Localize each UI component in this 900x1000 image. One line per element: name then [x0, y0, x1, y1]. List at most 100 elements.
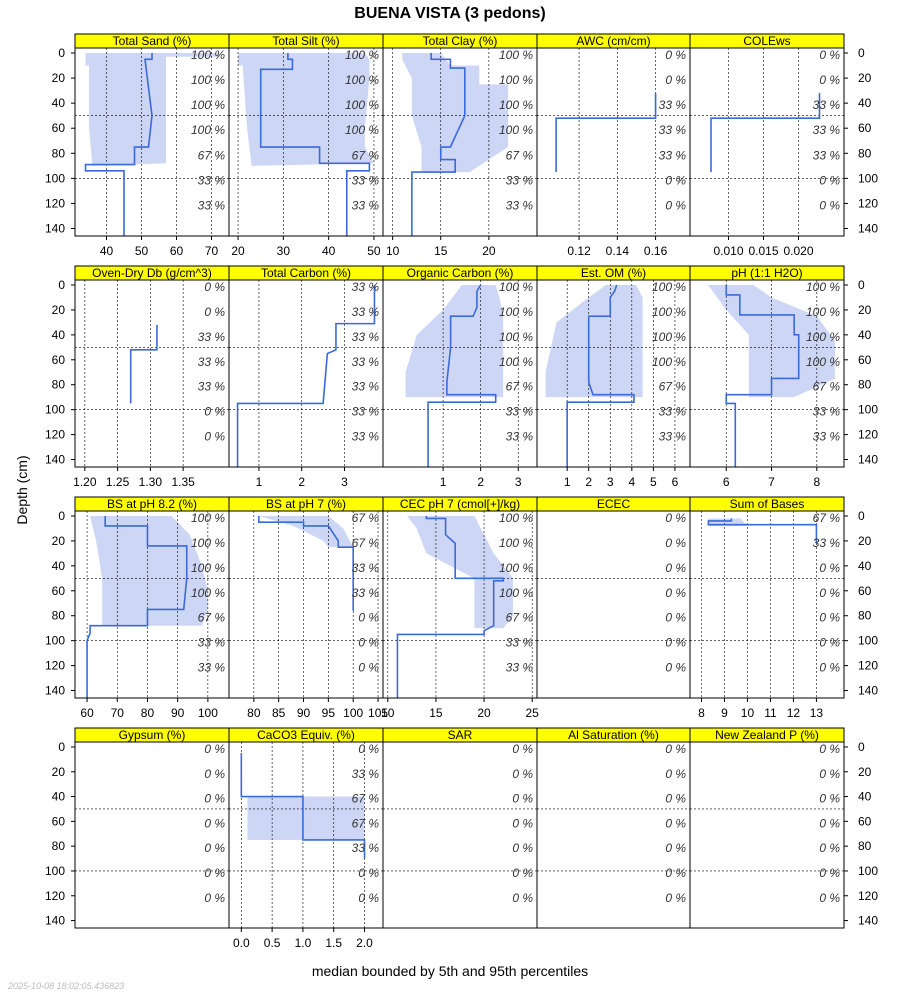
median-line [411, 53, 466, 236]
percent-label: 0 % [204, 742, 225, 756]
percent-label: 0 % [819, 198, 840, 212]
percent-label: 0 % [665, 173, 686, 187]
y-tick-label: 120 [858, 659, 878, 673]
x-tick-label: 5 [650, 475, 657, 489]
percentile-band [405, 284, 504, 398]
percent-label: 0 % [819, 767, 840, 781]
x-tick-label: 15 [434, 244, 448, 258]
y-tick-label: 0 [858, 740, 865, 754]
x-tick-label: 1.20 [73, 475, 97, 489]
percent-label: 0 % [819, 611, 840, 625]
median-line [566, 284, 635, 467]
percent-label: 100 % [191, 511, 225, 525]
y-tick-label: 20 [52, 765, 66, 779]
x-tick-label: 2.0 [356, 936, 373, 950]
percent-label: 33 % [198, 198, 226, 212]
percent-label: 0 % [665, 48, 686, 62]
y-tick-label: 80 [858, 609, 872, 623]
percent-label: 0 % [819, 661, 840, 675]
x-tick-label: 12 [787, 706, 801, 720]
y-tick-label: 140 [858, 914, 878, 928]
panel-title: Gypsum (%) [119, 728, 186, 742]
y-tick-label: 100 [45, 864, 65, 878]
x-tick-label: 3 [341, 475, 348, 489]
x-tick-label: 50 [367, 244, 381, 258]
x-tick-label: 1 [256, 475, 263, 489]
y-tick-label: 140 [45, 453, 65, 467]
x-tick-label: 70 [111, 706, 125, 720]
percent-label: 100 % [499, 355, 533, 369]
panel-oven-dry-db-g-cm-3: Oven-Dry Db (g/cm^3)0 %0 %33 %33 %33 %0 … [45, 265, 230, 489]
median-line [396, 515, 505, 698]
panel-bs-at-ph-8-2: BS at pH 8.2 (%)100 %100 %100 %100 %67 %… [45, 496, 230, 720]
percentile-band [247, 796, 365, 840]
percent-label: 67 % [198, 611, 226, 625]
y-tick-label: 120 [858, 196, 878, 210]
x-tick-label: 105 [368, 706, 388, 720]
percent-label: 33 % [506, 198, 534, 212]
y-tick-label: 80 [858, 378, 872, 392]
percent-label: 0 % [665, 561, 686, 575]
percent-label: 33 % [352, 305, 380, 319]
median-line [236, 284, 376, 467]
percent-label: 33 % [352, 430, 380, 444]
percent-label: 0 % [665, 866, 686, 880]
panel-title: Total Silt (%) [272, 34, 339, 48]
percent-label: 33 % [813, 148, 841, 162]
x-tick-label: 20 [482, 244, 496, 258]
panel-frame [689, 510, 845, 699]
panel-total-sand: Total Sand (%)100 %100 %100 %100 %67 %33… [45, 33, 230, 258]
percent-label: 0 % [665, 511, 686, 525]
panel-title: pH (1:1 H2O) [731, 266, 802, 280]
percent-label: 0 % [204, 767, 225, 781]
y-tick-label: 60 [858, 584, 872, 598]
panel-cec-ph-7-cmol-kg: CEC pH 7 (cmol[+]/kg)100 %100 %100 %100 … [381, 496, 540, 720]
panel-title: New Zealand P (%) [715, 728, 819, 742]
x-tick-label: 90 [297, 706, 311, 720]
percent-label: 100 % [652, 330, 686, 344]
y-tick-label: 100 [45, 634, 65, 648]
percent-label: 33 % [352, 380, 380, 394]
x-tick-label: 30 [277, 244, 291, 258]
x-tick-label: 50 [135, 244, 149, 258]
percent-label: 100 % [345, 98, 379, 112]
percent-label: 100 % [345, 123, 379, 137]
percent-label: 100 % [191, 123, 225, 137]
panel-total-silt: Total Silt (%) 100 % 100 % 100 % 100 % 67 % 33… [228, 33, 384, 258]
y-tick-label: 0 [858, 509, 865, 523]
x-tick-label: 1.0 [295, 936, 312, 950]
percent-label: 100 % [806, 305, 840, 319]
percent-label: 33 % [198, 330, 226, 344]
percent-label: 0 % [204, 792, 225, 806]
y-tick-label: 120 [858, 889, 878, 903]
x-tick-label: 15 [429, 706, 443, 720]
x-tick-label: 0.010 [713, 244, 743, 258]
percent-label: 33 % [659, 148, 687, 162]
panel-frame [689, 741, 845, 929]
percent-label: 33 % [198, 661, 226, 675]
x-tick-label: 7 [768, 475, 775, 489]
panel-total-carbon: Total Carbon (%)33 %33 %33 %33 %33 %33 %… [228, 265, 384, 489]
x-tick-label: 8 [813, 475, 820, 489]
x-tick-label: 0.14 [606, 244, 630, 258]
percentile-band [407, 515, 513, 629]
x-tick-label: 25 [526, 706, 540, 720]
percent-label: 33 % [813, 98, 841, 112]
y-tick-label: 20 [858, 71, 872, 85]
percent-label: 0 % [819, 792, 840, 806]
x-tick-label: 0.16 [644, 244, 668, 258]
x-tick-label: 85 [272, 706, 286, 720]
y-tick-label: 40 [858, 790, 872, 804]
x-tick-label: 1.35 [171, 475, 195, 489]
x-axis-label: median bounded by 5th and 95th percentil… [311, 963, 589, 979]
percent-label: 0 % [819, 866, 840, 880]
x-tick-label: 1.5 [325, 936, 342, 950]
y-tick-label: 0 [58, 278, 65, 292]
y-tick-label: 140 [45, 221, 65, 235]
y-tick-label: 100 [858, 403, 878, 417]
percent-label: 0 % [512, 866, 533, 880]
percent-label: 33 % [506, 430, 534, 444]
percent-label: 0 % [665, 816, 686, 830]
percent-label: 100 % [652, 355, 686, 369]
